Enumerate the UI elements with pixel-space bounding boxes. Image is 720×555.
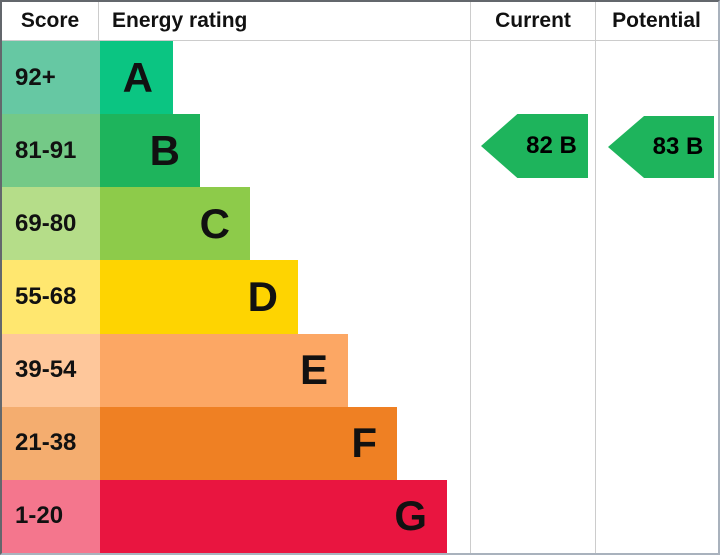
- band-c-bar: C: [100, 187, 250, 261]
- potential-rating-value: 83 B: [652, 133, 704, 160]
- band-row-d: 55-68 D: [2, 260, 718, 334]
- score-column-header: Score: [20, 9, 80, 32]
- band-a-bar: A: [100, 41, 173, 115]
- band-d-letter: D: [247, 272, 278, 320]
- band-g-letter: G: [394, 492, 427, 540]
- band-row-c: 69-80 C: [2, 187, 718, 261]
- current-column-header: Current: [495, 9, 571, 32]
- band-e-bar: E: [100, 333, 348, 407]
- band-a-letter: A: [122, 53, 153, 101]
- potential-column-divider: [595, 2, 596, 553]
- score-column-divider: [98, 2, 99, 40]
- potential-column-header: Potential: [612, 9, 701, 32]
- header-row: Score Energy rating Current Potential: [2, 2, 718, 41]
- band-d-score-range: 55-68: [2, 260, 100, 334]
- band-f-bar: F: [100, 406, 397, 480]
- band-rows: 92+ A 81-91 B 69-80 C 55-68 D 39-54: [2, 41, 718, 553]
- energy-rating-column-header: Energy rating: [112, 9, 248, 32]
- band-c-letter: C: [199, 199, 230, 247]
- band-f-score-range: 21-38: [2, 406, 100, 480]
- band-f-letter: F: [351, 419, 377, 467]
- band-c-score-range: 69-80: [2, 187, 100, 261]
- band-row-g: 1-20 G: [2, 479, 718, 553]
- band-g-score-range: 1-20: [2, 479, 100, 553]
- band-row-f: 21-38 F: [2, 406, 718, 480]
- band-d-bar: D: [100, 260, 298, 334]
- band-row-b: 81-91 B: [2, 114, 718, 188]
- band-g-bar: G: [100, 479, 447, 553]
- band-row-e: 39-54 E: [2, 333, 718, 407]
- band-row-a: 92+ A: [2, 41, 718, 115]
- band-e-letter: E: [299, 346, 328, 394]
- band-a-score-range: 92+: [2, 41, 100, 115]
- current-rating-value: 82 B: [526, 132, 577, 159]
- band-b-bar: B: [100, 114, 200, 188]
- band-b-letter: B: [149, 126, 180, 174]
- current-column-divider: [470, 2, 471, 553]
- band-b-score-range: 81-91: [2, 114, 100, 188]
- band-e-score-range: 39-54: [2, 333, 100, 407]
